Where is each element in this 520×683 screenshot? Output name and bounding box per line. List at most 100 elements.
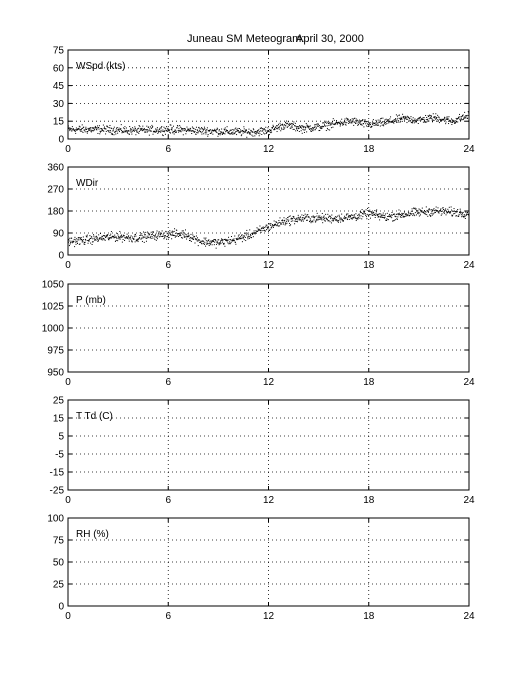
data-point <box>320 125 322 127</box>
data-point <box>328 124 330 126</box>
data-point <box>364 210 366 212</box>
data-point <box>442 209 444 211</box>
data-point <box>426 214 428 216</box>
data-point <box>193 238 195 240</box>
data-point <box>221 241 223 243</box>
data-point <box>343 121 345 123</box>
data-point <box>390 215 392 217</box>
data-point <box>152 233 154 235</box>
data-point <box>87 239 89 241</box>
data-point <box>132 238 134 240</box>
y-tick-label: 1050 <box>42 280 65 291</box>
x-tick-label: 24 <box>463 260 475 271</box>
data-point <box>396 115 398 117</box>
data-point <box>156 130 158 132</box>
data-point <box>403 117 405 119</box>
data-point <box>384 215 386 217</box>
data-point <box>225 131 227 133</box>
data-point <box>174 129 176 131</box>
data-point <box>414 118 416 120</box>
data-point <box>278 221 280 223</box>
data-point <box>69 130 71 132</box>
data-point <box>360 212 362 214</box>
data-point <box>390 120 392 122</box>
data-point <box>228 132 230 134</box>
data-point <box>176 127 178 129</box>
data-point <box>77 128 79 130</box>
data-point <box>222 132 224 134</box>
data-point <box>282 220 284 222</box>
data-point <box>125 236 127 238</box>
data-point <box>331 220 333 222</box>
data-point <box>397 121 399 123</box>
data-point <box>444 116 446 118</box>
data-point <box>185 133 187 135</box>
data-point <box>220 132 222 134</box>
data-point <box>394 120 396 122</box>
y-tick-label: 0 <box>58 135 64 146</box>
data-point <box>361 120 363 122</box>
data-point <box>109 130 111 132</box>
data-point <box>409 117 411 119</box>
data-point <box>285 122 287 124</box>
data-point <box>209 244 211 246</box>
data-point <box>458 116 460 118</box>
x-tick-label: 0 <box>65 377 71 388</box>
data-point <box>446 211 448 213</box>
data-point <box>427 215 429 217</box>
data-point <box>272 226 274 228</box>
data-point <box>163 130 165 132</box>
data-point <box>376 215 378 217</box>
data-point <box>230 242 232 244</box>
data-point <box>273 225 275 227</box>
data-point <box>284 121 286 123</box>
data-point <box>332 220 334 222</box>
data-point <box>120 237 122 239</box>
data-point <box>258 228 260 230</box>
data-point <box>97 125 99 127</box>
data-point <box>393 213 395 215</box>
data-point <box>240 129 242 131</box>
data-point <box>189 237 191 239</box>
data-point <box>216 129 218 131</box>
data-point <box>86 236 88 238</box>
data-point <box>78 125 80 127</box>
data-point <box>75 127 77 129</box>
data-point <box>263 229 265 231</box>
data-point <box>433 116 435 118</box>
data-point <box>200 128 202 130</box>
data-point <box>462 215 464 217</box>
data-point <box>181 232 183 234</box>
data-point <box>382 117 384 119</box>
data-point <box>126 132 128 134</box>
data-point <box>415 208 417 210</box>
data-point <box>162 135 164 137</box>
data-point <box>238 128 240 130</box>
data-point <box>450 206 452 208</box>
data-point <box>84 241 86 243</box>
x-tick-label: 24 <box>463 611 475 622</box>
data-point <box>459 113 461 115</box>
data-point <box>148 129 150 131</box>
data-point <box>413 213 415 215</box>
data-point <box>203 126 205 128</box>
data-point <box>226 129 228 131</box>
data-point <box>209 129 211 131</box>
data-point <box>134 234 136 236</box>
data-point <box>282 124 284 126</box>
data-point <box>185 234 187 236</box>
data-point <box>135 127 137 129</box>
data-point <box>287 121 289 123</box>
data-point <box>180 129 182 131</box>
data-point <box>219 243 221 245</box>
data-point <box>95 239 97 241</box>
data-point <box>108 131 110 133</box>
data-point <box>290 218 292 220</box>
data-point <box>436 210 438 212</box>
data-point <box>172 234 174 236</box>
data-point <box>395 114 397 116</box>
data-point <box>344 120 346 122</box>
data-point <box>109 236 111 238</box>
data-point <box>392 121 394 123</box>
